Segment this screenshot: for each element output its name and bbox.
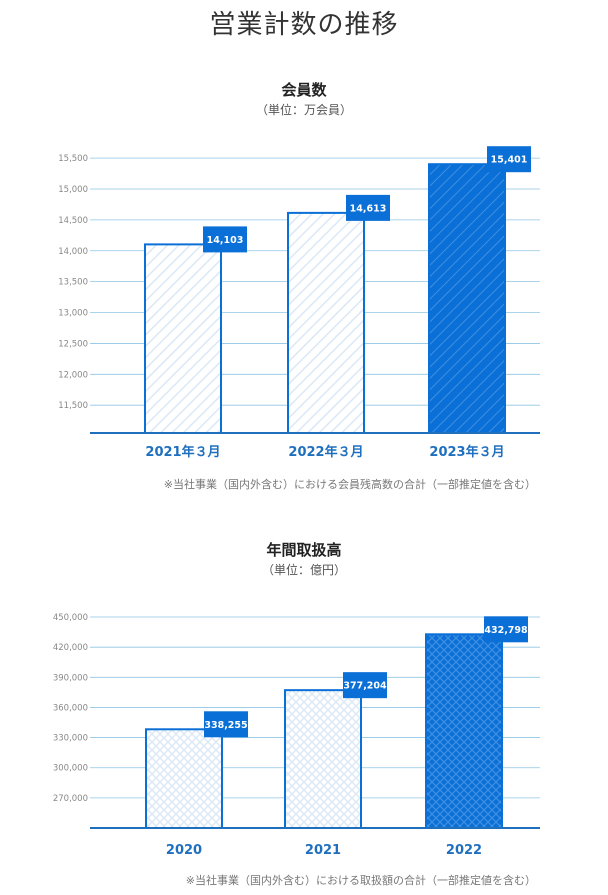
y-tick-label: 420,000 (53, 643, 88, 653)
value-label: 14,103 (207, 235, 244, 246)
y-tick-label: 13,000 (58, 309, 88, 319)
y-tick-label: 14,500 (58, 216, 88, 226)
y-tick-label: 270,000 (53, 794, 88, 804)
value-label-box (204, 711, 248, 738)
x-category-label: 2021年３月 (145, 444, 220, 460)
transaction-volume-chart: 270,000 300,000 330,000 360,000 390,000 420,0… (53, 613, 540, 858)
bar-2021 (284, 689, 362, 830)
member-chart-unit: （単位：万会員） (255, 103, 352, 117)
x-category-label: 2022年３月 (288, 444, 363, 460)
value-label: 338,255 (204, 720, 247, 731)
value-label: 14,613 (350, 203, 387, 214)
y-tick-label: 11,500 (58, 401, 88, 411)
x-category-label: 2020 (166, 843, 202, 858)
y-tick-label: 300,000 (53, 764, 88, 774)
value-label-box (487, 146, 531, 173)
x-category-label: 2022 (446, 843, 482, 858)
y-tick-label: 390,000 (53, 673, 88, 683)
value-label: 432,798 (484, 625, 528, 636)
volume-chart-note: ※当社事業（国内外含む）における取扱額の合計（一部推定値を含む） (185, 874, 536, 887)
volume-chart-title: 年間取扱高 (266, 541, 342, 559)
y-tick-label: 330,000 (53, 734, 88, 744)
bar-2023年３月 (428, 163, 506, 434)
value-label-box (484, 616, 528, 643)
value-label-box (343, 672, 387, 699)
page-title: 営業計数の推移 (209, 10, 399, 40)
value-label-box (346, 194, 390, 221)
bar-2020 (145, 728, 223, 829)
y-tick-label: 450,000 (53, 613, 88, 623)
y-tick-label: 13,500 (58, 278, 88, 288)
member-chart-title: 会員数 (281, 81, 327, 99)
value-label-box (203, 226, 247, 253)
y-tick-label: 360,000 (53, 703, 88, 713)
y-tick-label: 12,000 (58, 370, 88, 380)
y-tick-label: 15,000 (58, 185, 88, 195)
value-label: 377,204 (343, 681, 387, 692)
volume-chart-unit: （単位：億円） (261, 563, 346, 577)
y-tick-label: 14,000 (58, 247, 88, 257)
bar-2021年３月 (144, 243, 222, 434)
x-category-label: 2021 (305, 843, 341, 858)
y-tick-label: 15,500 (58, 154, 88, 164)
bar-2022 (425, 633, 503, 829)
x-category-label: 2023年３月 (429, 444, 504, 460)
bar-2022年３月 (287, 211, 365, 435)
value-label: 15,401 (491, 155, 528, 166)
member-chart-note: ※当社事業（国内外含む）における会員残高数の合計（一部推定値を含む） (163, 478, 536, 491)
member-count-chart: 11,500 12,000 12,500 13,000 13,500 14,000 14,5… (58, 146, 540, 460)
y-tick-label: 12,500 (58, 339, 88, 349)
